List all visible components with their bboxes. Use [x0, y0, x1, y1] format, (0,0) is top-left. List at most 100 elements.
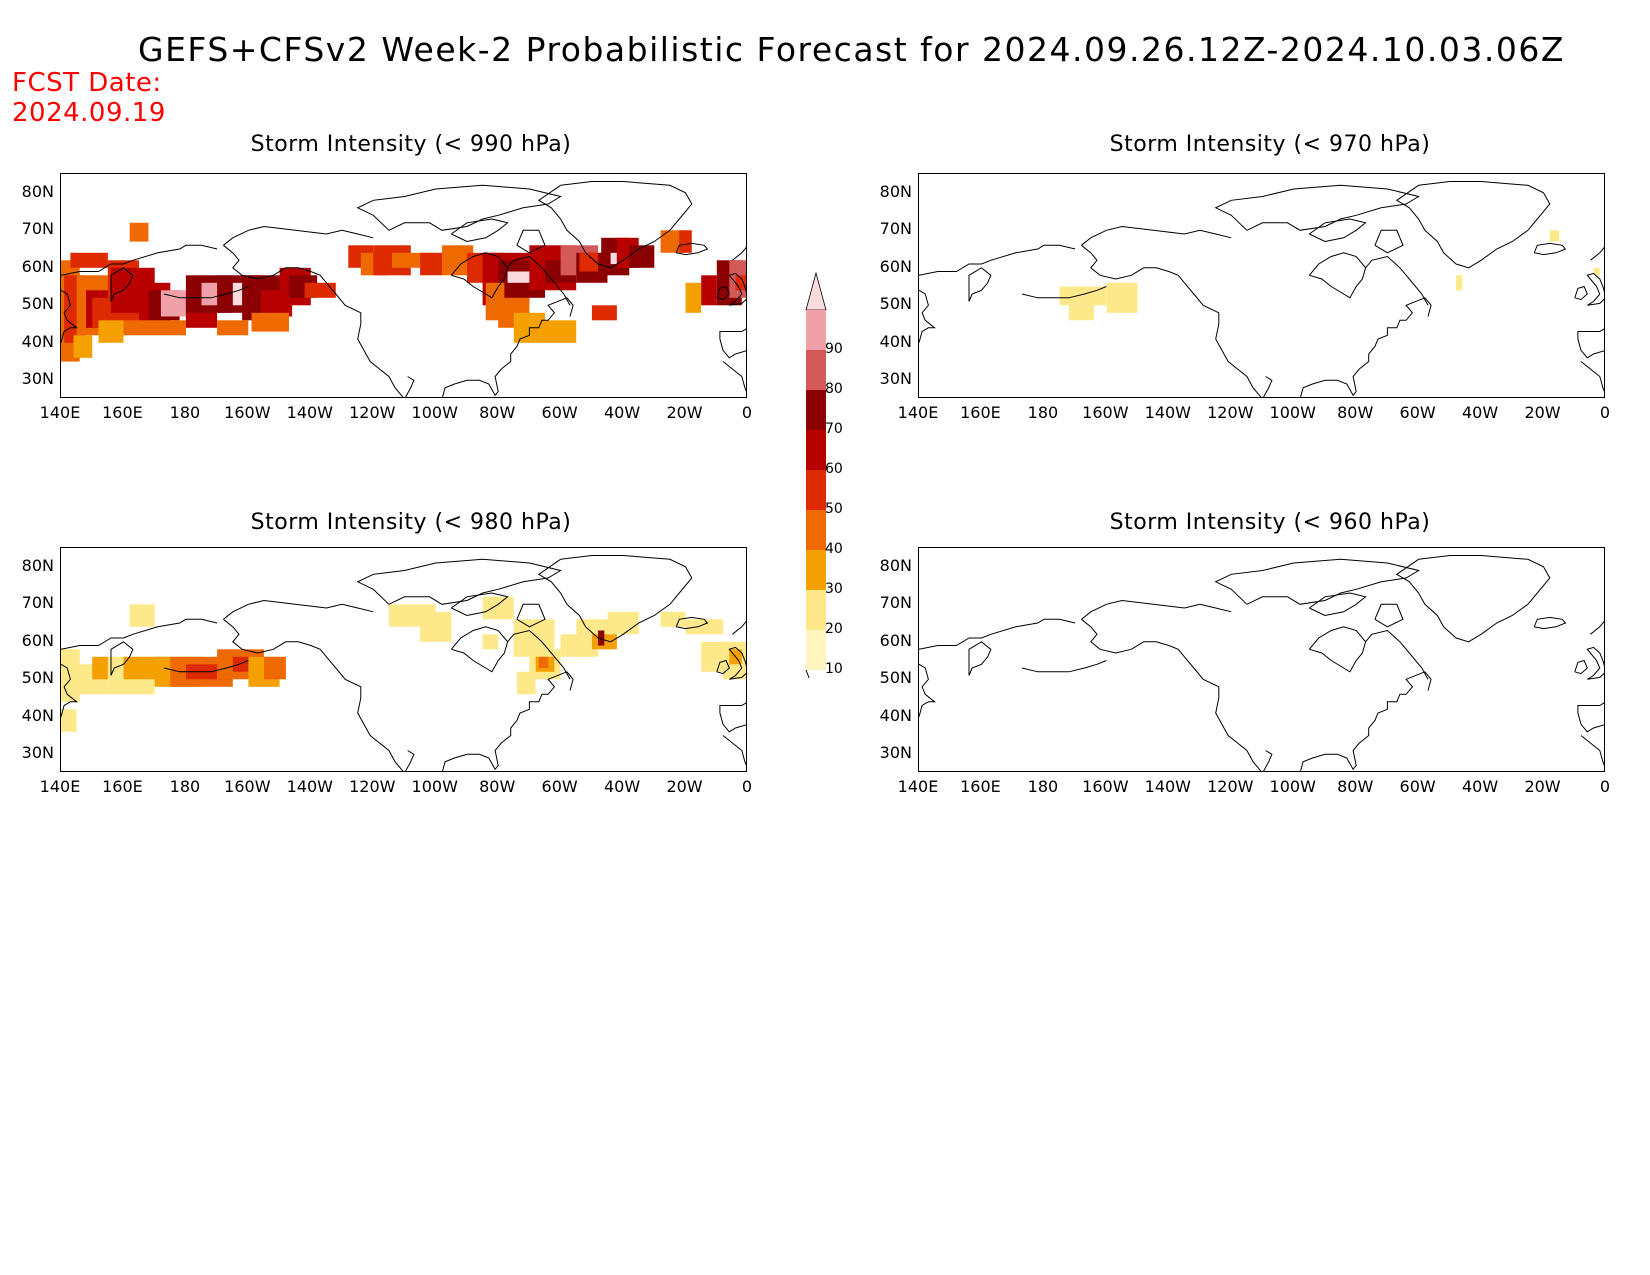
colorbar-segment	[806, 430, 826, 470]
probability-cell	[73, 335, 93, 358]
lon-tick-label: 120W	[1207, 403, 1254, 422]
coastline	[450, 252, 509, 299]
coastline	[919, 244, 1076, 343]
coastline	[1395, 555, 1551, 643]
lon-tick-label: 120W	[349, 403, 396, 422]
probability-cell	[251, 312, 289, 332]
colorbar-level-label: 90	[825, 341, 843, 357]
coastline	[968, 641, 992, 676]
coastline	[719, 328, 746, 359]
panel-title-970: Storm Intensity (< 970 hPa)	[1109, 132, 1431, 157]
colorbar-segment	[806, 390, 826, 430]
coastline	[61, 244, 218, 343]
probability-cell	[679, 230, 692, 253]
lon-tick-label: 160E	[102, 403, 143, 422]
lon-tick-label: 40W	[603, 777, 641, 796]
colorbar	[805, 271, 827, 679]
lon-tick-label: 140E	[39, 403, 81, 422]
coastline	[1580, 361, 1604, 392]
probability-cell	[685, 619, 723, 635]
lon-tick-label: 100W	[1269, 777, 1316, 796]
lat-tick-label: 40N	[21, 705, 54, 725]
probability-cell	[1075, 290, 1101, 298]
probability-cell	[1549, 230, 1560, 242]
coastline	[1590, 620, 1604, 635]
coastline	[1214, 558, 1420, 605]
probability-cell	[660, 611, 686, 627]
lon-tick-label: 60W	[541, 777, 578, 796]
lon-tick-label: 140W	[1144, 777, 1191, 796]
lat-tick-label: 70N	[879, 219, 912, 239]
coastline	[1395, 181, 1551, 269]
coastline	[1580, 735, 1604, 766]
colorbar-level-label: 20	[825, 621, 843, 637]
lat-tick-label: 50N	[21, 668, 54, 688]
lat-tick-label: 30N	[21, 743, 54, 763]
coastline	[223, 599, 374, 620]
coastline	[716, 285, 730, 301]
lon-tick-label: 100W	[411, 777, 458, 796]
map-panel-960	[918, 547, 1605, 772]
coastline	[1263, 376, 1273, 397]
lat-tick-label: 30N	[879, 369, 912, 389]
coastline	[675, 242, 709, 256]
lat-tick-label: 70N	[21, 593, 54, 613]
panel-title-980: Storm Intensity (< 980 hPa)	[250, 510, 572, 535]
lat-tick-label: 60N	[21, 256, 54, 276]
coastline	[405, 750, 415, 771]
coastline	[405, 376, 415, 397]
colorbar-level-label: 50	[825, 501, 843, 517]
coastline	[732, 246, 746, 261]
probability-cell	[217, 320, 249, 336]
probability-cell	[420, 611, 452, 642]
colorbar-level-label: 60	[825, 461, 843, 477]
map-panel-990	[60, 173, 747, 398]
lon-tick-label: 140W	[1144, 403, 1191, 422]
lon-tick-label: 160E	[960, 403, 1001, 422]
forecast-date-value: 2024.09.19	[12, 98, 166, 128]
coastline	[1577, 702, 1604, 733]
lon-tick-label: 0	[1599, 403, 1611, 422]
lon-tick-label: 60W	[541, 403, 578, 422]
lon-tick-label: 160E	[960, 777, 1001, 796]
probability-cell	[129, 222, 149, 242]
lon-tick-label: 20W	[666, 777, 703, 796]
coastline	[507, 629, 571, 680]
probability-cell	[598, 630, 605, 646]
coastline	[450, 626, 509, 673]
colorbar-segment	[806, 350, 826, 390]
colorbar-segment	[806, 590, 826, 630]
probability-cell	[129, 604, 155, 627]
probability-cell	[545, 320, 577, 343]
probability-cell	[123, 320, 186, 336]
coastline	[507, 255, 571, 306]
probability-cell	[482, 596, 514, 620]
coastline	[451, 592, 509, 617]
coastline	[728, 272, 746, 306]
lon-tick-label: 180	[169, 777, 201, 796]
lon-tick-label: 180	[1027, 777, 1059, 796]
forecast-date: FCST Date: 2024.09.19	[12, 68, 166, 128]
lon-tick-label: 0	[741, 403, 753, 422]
probability-cell	[304, 282, 336, 298]
lon-tick-label: 80W	[479, 777, 516, 796]
probability-cell	[1593, 267, 1600, 276]
coastline	[1577, 328, 1604, 359]
lat-tick-label: 80N	[21, 181, 54, 201]
lon-tick-label: 140E	[897, 403, 939, 422]
coastline	[1574, 285, 1588, 301]
colorbar-level-label: 70	[825, 421, 843, 437]
coastline	[722, 735, 746, 766]
lat-tick-label: 50N	[879, 668, 912, 688]
coastline	[537, 181, 693, 269]
lon-tick-label: 160W	[224, 777, 271, 796]
lat-tick-label: 60N	[879, 630, 912, 650]
coastline	[516, 229, 546, 254]
colorbar-segment	[806, 470, 826, 510]
probability-cell	[591, 634, 617, 650]
lat-tick-label: 30N	[21, 369, 54, 389]
coastline	[1081, 244, 1262, 397]
coastline	[223, 618, 404, 771]
lat-tick-label: 50N	[879, 294, 912, 314]
coastline	[1300, 671, 1432, 771]
